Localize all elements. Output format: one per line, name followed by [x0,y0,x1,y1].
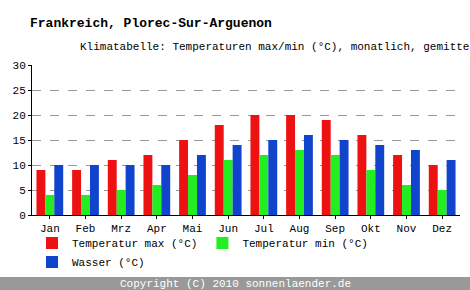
svg-text:Dez: Dez [432,223,452,235]
svg-text:Sep: Sep [325,223,345,235]
svg-text:5: 5 [19,185,26,197]
svg-text:Jun: Jun [218,223,238,235]
svg-text:Jan: Jan [40,223,60,235]
svg-text:0: 0 [19,210,26,222]
svg-text:Copyright (C) 2010 sonnenlaend: Copyright (C) 2010 sonnenlaender.de [120,278,351,290]
svg-text:Frankreich, Plorec-Sur-Argueno: Frankreich, Plorec-Sur-Arguenon [30,16,272,31]
svg-text:Feb: Feb [76,223,96,235]
svg-text:Nov: Nov [397,223,417,235]
svg-text:20: 20 [13,110,26,122]
svg-text:Aug: Aug [290,223,310,235]
svg-text:Jul: Jul [254,223,274,235]
svg-text:Mrz: Mrz [111,223,131,235]
svg-text:Apr: Apr [147,223,167,235]
svg-text:Klimatabelle: Temperaturen max: Klimatabelle: Temperaturen max/min (°C),… [80,41,470,53]
svg-text:Okt: Okt [361,223,381,235]
svg-text:15: 15 [13,135,26,147]
svg-text:10: 10 [13,160,26,172]
svg-text:25: 25 [13,85,26,97]
svg-text:Temperatur min (°C): Temperatur min (°C) [242,238,367,250]
svg-text:Mai: Mai [183,223,203,235]
svg-text:30: 30 [13,60,26,72]
svg-text:Wasser (°C): Wasser (°C) [72,257,145,269]
svg-text:Temperatur max (°C): Temperatur max (°C) [72,238,197,250]
